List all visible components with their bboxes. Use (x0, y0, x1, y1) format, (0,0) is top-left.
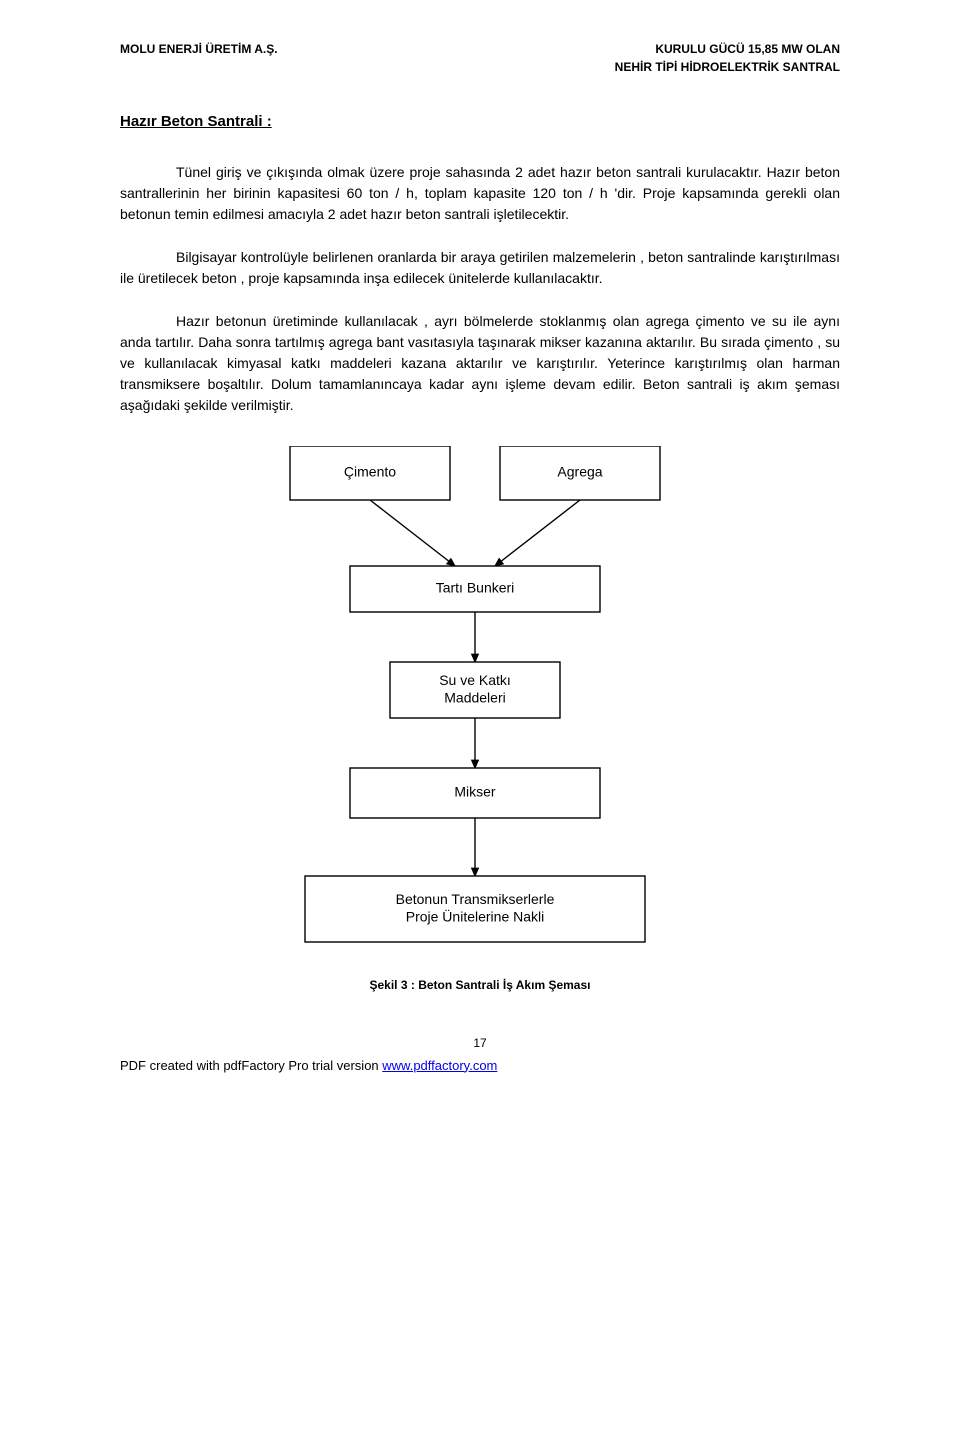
flow-node-label: Tartı Bunkeri (436, 579, 515, 595)
flow-edge (370, 500, 455, 566)
flow-node-label: Agrega (557, 463, 602, 479)
flow-node-label: Proje Ünitelerine Nakli (406, 907, 545, 924)
flow-node-label: Çimento (344, 463, 396, 479)
page-header: MOLU ENERJİ ÜRETİM A.Ş. KURULU GÜCÜ 15,8… (120, 40, 840, 76)
header-left: MOLU ENERJİ ÜRETİM A.Ş. (120, 40, 278, 76)
page-number: 17 (120, 1034, 840, 1052)
footer-link[interactable]: www.pdffactory.com (382, 1058, 497, 1073)
flow-node-label: Su ve Katkı (439, 671, 511, 687)
flow-node-label: Maddeleri (444, 689, 505, 705)
flowchart: Çimento Agrega Tartı Bunkeri Su ve Katkı Mad… (260, 446, 700, 994)
flow-node-label: Mikser (454, 783, 496, 799)
footer-text: PDF created with pdfFactory Pro trial ve… (120, 1058, 382, 1073)
header-right: KURULU GÜCÜ 15,85 MW OLAN NEHİR TİPİ HİD… (615, 40, 840, 76)
paragraph-2: Bilgisayar kontrolüyle belirlenen oranla… (120, 247, 840, 289)
footer: PDF created with pdfFactory Pro trial ve… (120, 1056, 840, 1076)
paragraph-3: Hazır betonun üretiminde kullanılacak , … (120, 311, 840, 416)
flow-edge (495, 500, 580, 566)
header-right-line2: NEHİR TİPİ HİDROELEKTRİK SANTRAL (615, 58, 840, 76)
section-title: Hazır Beton Santrali : (120, 111, 840, 134)
header-right-line1: KURULU GÜCÜ 15,85 MW OLAN (615, 40, 840, 58)
paragraph-1: Tünel giriş ve çıkışında olmak üzere pro… (120, 162, 840, 225)
flowchart-svg: Çimento Agrega Tartı Bunkeri Su ve Katkı Mad… (260, 446, 700, 956)
flow-node-label: Betonun Transmikserlerle (396, 890, 555, 906)
flowchart-caption: Şekil 3 : Beton Santrali İş Akım Şeması (260, 976, 700, 994)
